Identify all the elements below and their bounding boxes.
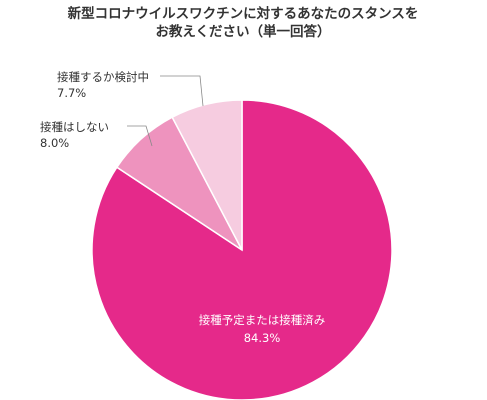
slice-label-considering: 接種するか検討中 — [57, 70, 149, 84]
leader-line-considering — [160, 75, 204, 107]
slice-label-vaccinated: 接種予定または接種済み — [199, 313, 326, 327]
chart-subtitle: お教えください（単一回答） — [155, 23, 330, 40]
slice-value-considering: 7.7% — [57, 86, 86, 100]
pie-slice-considering — [171, 99, 243, 251]
leader-line-no — [127, 125, 153, 147]
slice-label-no: 接種はしない — [40, 120, 109, 134]
slice-value-vaccinated: 84.3% — [244, 331, 281, 345]
slice-value-no: 8.0% — [40, 136, 69, 150]
pie-slices — [91, 99, 393, 400]
chart-title: 新型コロナウイルスワクチンに対するあなたのスタンスを — [68, 5, 419, 22]
